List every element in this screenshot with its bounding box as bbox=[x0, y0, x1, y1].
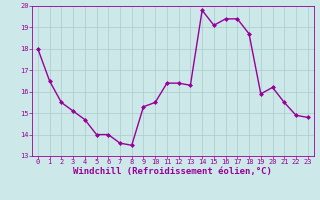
X-axis label: Windchill (Refroidissement éolien,°C): Windchill (Refroidissement éolien,°C) bbox=[73, 167, 272, 176]
